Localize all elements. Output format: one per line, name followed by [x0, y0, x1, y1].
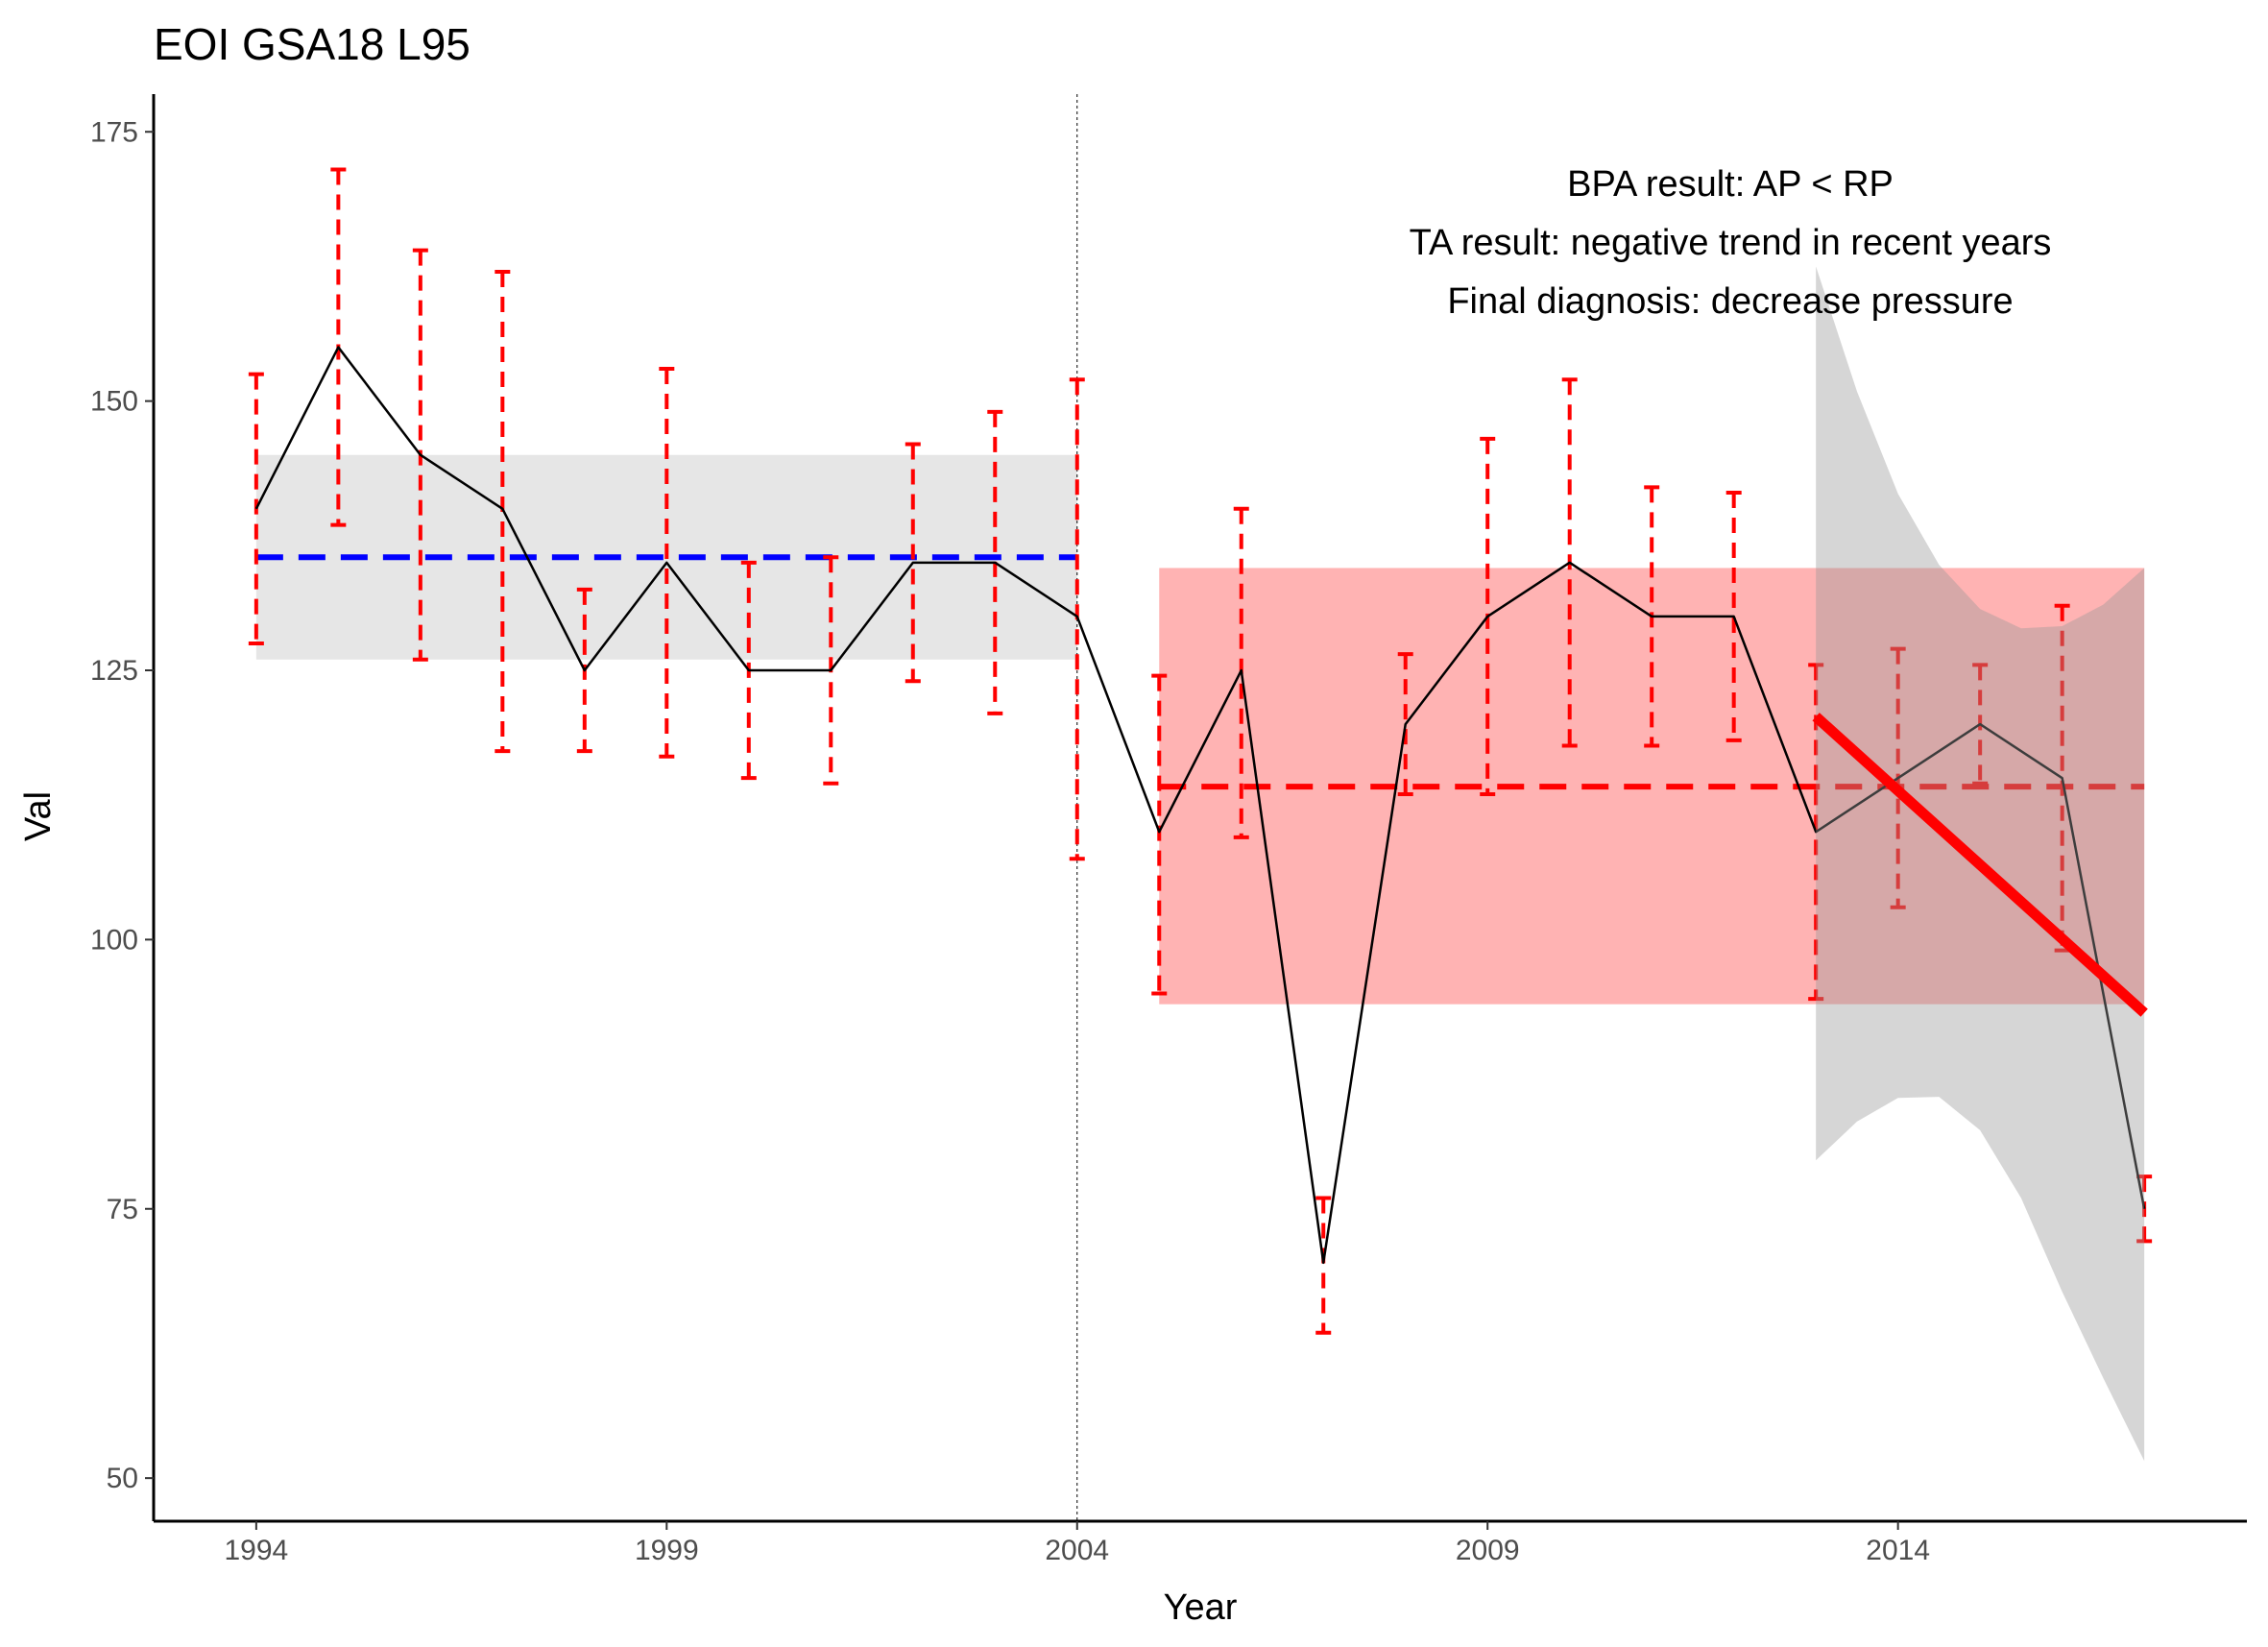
x-tick-label: 1994 — [224, 1535, 288, 1566]
x-tick-label: 2009 — [1456, 1535, 1520, 1566]
y-tick-label: 50 — [107, 1463, 138, 1494]
ticks-layer: 1994 1999 2004 2009 2014 50 75 100 125 150 175 — [90, 116, 1930, 1566]
x-tick-label: 2014 — [1866, 1535, 1930, 1566]
annotation-ta: TA result: negative trend in recent year… — [1410, 223, 2052, 263]
chart-title: EOI GSA18 L95 — [154, 19, 470, 69]
y-tick-label: 150 — [90, 386, 138, 418]
y-tick-label: 175 — [90, 116, 138, 148]
y-axis-title: Val — [18, 791, 59, 841]
y-tick-label: 125 — [90, 655, 138, 687]
series-line-layer — [254, 346, 2146, 1265]
annotation-bpa: BPA result: AP < RP — [1567, 164, 1894, 205]
x-tick-label: 1999 — [635, 1535, 699, 1566]
trend-line — [1812, 713, 2148, 1017]
x-tick-label: 2004 — [1045, 1535, 1109, 1566]
annotation-diagnosis: Final diagnosis: decrease pressure — [1447, 281, 2013, 322]
x-axis-title: Year — [1164, 1587, 1238, 1628]
y-tick-label: 100 — [90, 924, 138, 956]
trend-layer — [1812, 266, 2148, 1462]
y-tick-label: 75 — [107, 1194, 138, 1225]
means-layer — [255, 554, 2145, 790]
data-line — [254, 346, 2146, 1265]
